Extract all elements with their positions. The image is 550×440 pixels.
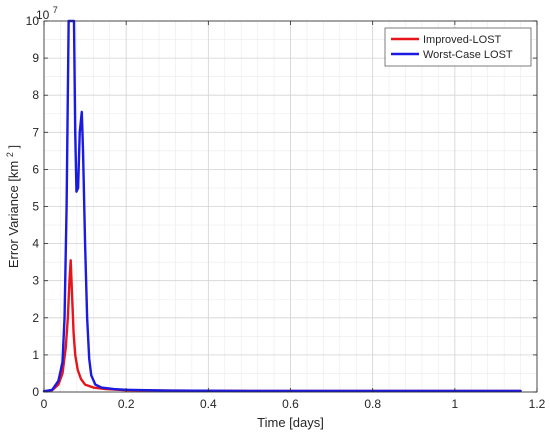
y-tick-label: 7 (32, 125, 39, 139)
x-axis-label: Time [days] (257, 415, 324, 430)
x-tick-label: 1.2 (529, 397, 546, 411)
y-tick-label: 1 (32, 348, 39, 362)
x-tick-label: 0.8 (364, 397, 381, 411)
x-tick-label: 1 (451, 397, 458, 411)
y-tick-label: 3 (32, 274, 39, 288)
y-tick-label: 6 (32, 162, 39, 176)
y-axis-label-sup: 2 (5, 152, 15, 157)
y-tick-label: 8 (32, 88, 39, 102)
legend-entry-label: Improved-LOST (423, 34, 502, 46)
y-axis-label-tail: ] (6, 145, 21, 149)
exponent-base: 10 (36, 8, 50, 22)
x-tick-label: 0.4 (200, 397, 217, 411)
series-line-worst-case-lost (42, 19, 522, 393)
y-axis-exponent: 10 7 (36, 5, 58, 22)
legend-entry-label: Worst-Case LOST (423, 49, 513, 61)
y-tick-label: 4 (32, 237, 39, 251)
x-tick-label: 0.2 (118, 397, 135, 411)
y-tick-label: 9 (32, 51, 39, 65)
y-tick-label: 5 (32, 200, 39, 214)
x-tick-label: 0.6 (282, 397, 299, 411)
x-tick-label: 0 (41, 397, 48, 411)
exponent-power: 7 (53, 5, 58, 15)
legend-box (384, 27, 532, 67)
y-axis-label: Error Variance [km 2 ] (1, 145, 21, 268)
y-tick-label: 0 (32, 385, 39, 399)
legend: Improved-LOST Worst-Case LOST (384, 27, 532, 67)
grid (43, 20, 538, 393)
axis-ticks: 0 0.2 0.4 0.6 0.8 1 1.2 0 1 2 3 4 5 6 7 8 9 10 (26, 14, 546, 411)
y-axis-label-main: Error Variance [km (6, 161, 21, 268)
y-tick-label: 2 (32, 311, 39, 325)
y-tick-label: 10 (26, 14, 40, 28)
